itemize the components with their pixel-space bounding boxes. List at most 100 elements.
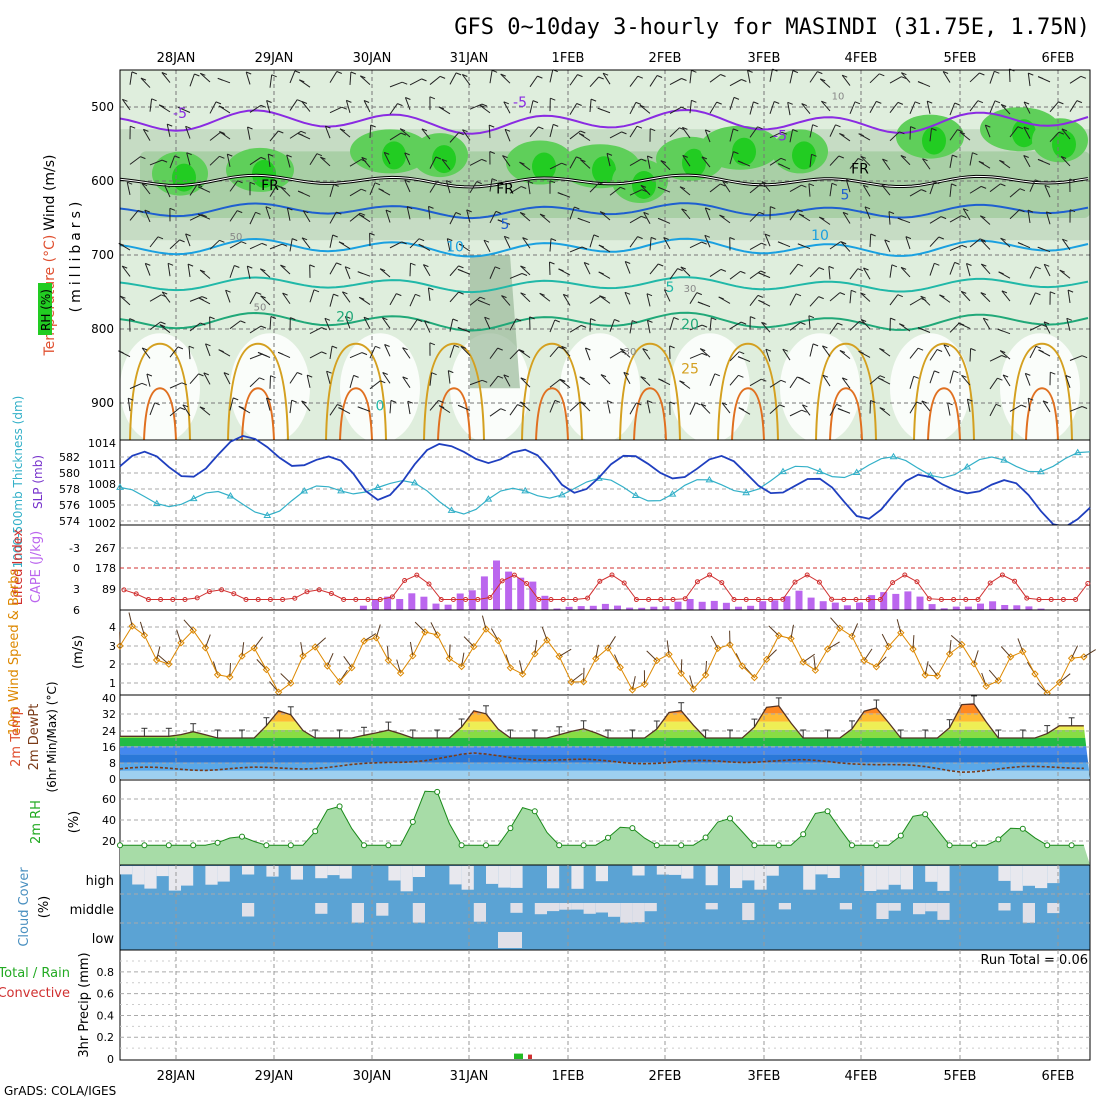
wind-barb-flag <box>225 289 231 293</box>
wind-speed-point <box>897 629 905 637</box>
wind-barb <box>629 158 642 167</box>
rh-point <box>1068 842 1075 849</box>
cape-bar <box>493 560 500 610</box>
wind-barb-flag <box>842 377 848 381</box>
wind-barb <box>406 206 411 220</box>
wind-barb-flag <box>167 123 173 127</box>
wind-barb-flag <box>980 292 986 296</box>
wind-barb-flag <box>1080 75 1087 79</box>
wind10m-barb <box>156 646 161 661</box>
wind-speed-point <box>226 673 234 681</box>
cape-bar <box>1001 605 1009 610</box>
wind-barb-flag <box>808 315 815 319</box>
wind-barb <box>167 263 171 277</box>
wind-barb-flag <box>738 374 744 378</box>
wind-barb-flag <box>298 133 304 136</box>
wind-barb-flag <box>614 319 620 322</box>
wind-barb-flag <box>1066 317 1072 321</box>
cloud-high-gap <box>876 866 889 890</box>
wind-barb <box>199 72 211 83</box>
wind-barb <box>489 375 499 387</box>
wind-barb-flag <box>520 212 526 215</box>
wind-barb <box>984 124 991 138</box>
wind10m-barb <box>430 622 438 636</box>
wind-barb-flag <box>480 296 486 300</box>
wind-barb-flag <box>438 400 444 403</box>
wind-barb-flag <box>489 151 495 154</box>
cloud-high-gap <box>242 866 255 875</box>
rh-blob-core <box>592 156 616 185</box>
wind-barb <box>129 382 143 390</box>
wind10m-barb <box>631 676 636 691</box>
temp-line <box>120 703 1084 739</box>
upper-air-grid <box>120 70 1090 440</box>
wind-barb-flag <box>233 397 239 401</box>
wind-barb-flag <box>122 98 128 102</box>
wind-speed-point <box>433 631 441 639</box>
wind-speed-point <box>323 662 332 670</box>
wind-barb-flag <box>765 348 772 352</box>
wind10m-barb <box>183 619 194 631</box>
wind-barb-flag <box>623 371 629 375</box>
wind-barb-flag <box>297 372 303 375</box>
wind-barb <box>569 156 577 169</box>
wind-barb <box>127 398 131 412</box>
wind-barb-flag <box>970 348 976 351</box>
wind10m-barb <box>646 650 658 661</box>
wind-barb <box>289 372 298 384</box>
wind10m-barb <box>790 624 794 639</box>
wind-barb <box>701 156 711 168</box>
wind-barb <box>629 320 633 334</box>
wind-speed-point <box>348 663 356 672</box>
li-point <box>133 591 139 597</box>
wind-barb-flag <box>1001 104 1007 107</box>
wind-barb-flag <box>899 323 905 327</box>
wind-barb-flag <box>966 263 972 266</box>
wind-barb <box>583 262 591 275</box>
wind-barb-flag <box>527 180 534 184</box>
rh-point <box>971 842 977 849</box>
wind-barb-flag <box>640 376 646 380</box>
wind10m-barb <box>973 650 979 664</box>
wind-barb <box>989 404 997 417</box>
wind-barb <box>549 319 556 333</box>
wind-barb-flag <box>983 317 989 321</box>
wind-barb <box>822 374 831 387</box>
isotherm-label-13: 5 <box>666 280 675 296</box>
wind-speed-point <box>189 626 197 635</box>
rh-point <box>117 842 123 849</box>
temp-tick-16: 16 <box>102 741 116 754</box>
wind-barb-flag <box>341 106 347 110</box>
wind-barb-flag <box>407 400 413 404</box>
wind-barb <box>529 100 534 114</box>
wind-barb-flag <box>271 74 277 78</box>
wind-barb-flag <box>716 101 722 105</box>
wind-barb-flag <box>201 214 207 218</box>
wind-barb-flag <box>482 379 488 383</box>
wind-barb <box>369 182 376 196</box>
rh-point <box>312 828 319 835</box>
wind-barb <box>449 291 459 303</box>
wind-barb <box>1065 375 1071 388</box>
wind10m-barb <box>1017 638 1024 652</box>
cloud-high-gap <box>571 866 584 889</box>
wind-barb-flag <box>854 101 861 105</box>
cloud-high-gap <box>388 866 401 881</box>
wind10m-barb <box>204 634 211 648</box>
bottom-date-axis: 28JAN 29JAN 30JAN 31JAN 1FEB 2FEB 3FEB 4FEB 5FEB… <box>157 1069 1075 1084</box>
wind-barb-flag <box>375 345 381 349</box>
cloud-high-gap <box>730 866 743 889</box>
wind-barb <box>999 350 1011 360</box>
wind-barb-flag <box>961 244 968 248</box>
wind-barb-flag <box>278 130 284 134</box>
wind-barb <box>389 293 397 306</box>
wind-barb <box>460 346 471 357</box>
isotherm-label-9: 10 <box>811 228 829 244</box>
wind-barb <box>549 162 562 170</box>
wind-barb-flag <box>418 243 424 247</box>
rh-point <box>775 842 782 849</box>
wind-barb-flag <box>324 317 331 321</box>
wind-barb-flag <box>798 213 805 217</box>
wind10m-barb <box>881 633 890 647</box>
wind-barb <box>841 377 851 389</box>
